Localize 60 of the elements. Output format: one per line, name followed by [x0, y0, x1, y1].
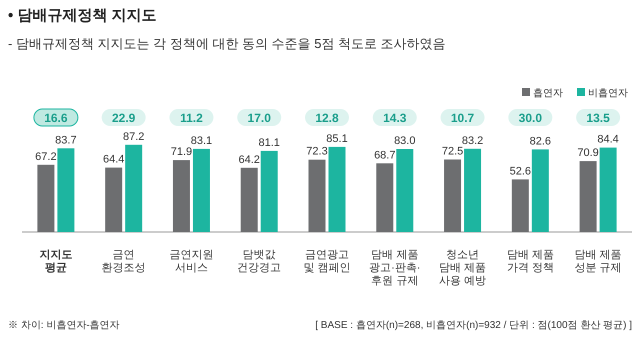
- data-label: 81.1: [258, 136, 280, 149]
- chart-subtitle: - 담배규제정책 지지도는 각 정책에 대한 동의 수준을 5점 척도로 조사하였음: [8, 36, 446, 51]
- bar: [464, 148, 482, 232]
- bar: [376, 163, 394, 232]
- x-tick-label: 담배 제품 성분 규제: [574, 249, 622, 274]
- data-label: 64.2: [238, 154, 260, 166]
- text: 14.3: [383, 111, 407, 125]
- bar: [532, 149, 549, 232]
- text: 10.7: [450, 111, 475, 125]
- data-label: 71.9: [170, 146, 192, 158]
- data-label: 67.2: [35, 150, 57, 163]
- legend-label: 비흡연자: [588, 88, 628, 99]
- text: 11.2: [180, 111, 204, 125]
- data-label: 83.2: [462, 134, 484, 147]
- bar: [172, 160, 190, 232]
- bar: [260, 150, 278, 232]
- bar: [600, 148, 617, 232]
- x-tick-label: 지지도 평균: [38, 249, 72, 274]
- x-tick-label: 금연지원 서비스: [169, 249, 214, 274]
- data-label: 72.3: [306, 146, 328, 158]
- data-label: 70.9: [577, 147, 599, 160]
- bar: [57, 148, 74, 232]
- bar: [105, 168, 122, 232]
- bar: [328, 146, 346, 232]
- text: 17.0: [248, 111, 272, 125]
- text: 22.9: [112, 111, 136, 125]
- x-tick-label: 담배 제품 가격 정책: [506, 249, 554, 274]
- x-tick-label: 담뱃값 건강경고: [237, 249, 282, 274]
- bar: [125, 144, 142, 232]
- data-label: 85.1: [326, 132, 348, 145]
- data-label: 72.5: [442, 146, 464, 158]
- text: [ BASE : 흡연자(n)=268, 비흡연자(n)=932 / 단위 : 점(100점 환산 평균) ]: [315, 320, 632, 331]
- text: ※ 차이: 비흡연자-흡연자: [8, 320, 120, 331]
- data-label: 52.6: [510, 165, 532, 178]
- bar: [396, 149, 414, 232]
- bar: [192, 148, 210, 232]
- bar: [580, 161, 597, 232]
- text: 13.5: [586, 111, 610, 125]
- text: 30.0: [518, 111, 542, 125]
- x-tick-label: 청소년 담배 제품 사용 예방: [439, 249, 486, 287]
- bar: [37, 164, 54, 232]
- legend-label: 흡연자: [533, 88, 563, 99]
- data-label: 64.4: [102, 154, 124, 166]
- x-tick-label: 담배 제품 광고·판촉· 후원 규제: [369, 249, 420, 287]
- data-label: 84.4: [597, 134, 619, 146]
- data-label: 83.1: [190, 134, 212, 147]
- bar: [240, 168, 258, 232]
- bar: [308, 160, 326, 232]
- data-label: 83.7: [55, 134, 77, 146]
- data-label: 82.6: [530, 135, 552, 148]
- data-label: 87.2: [122, 130, 144, 143]
- data-label: 68.7: [374, 149, 396, 162]
- bar: [512, 179, 529, 232]
- bar: [444, 160, 462, 232]
- x-tick-label: 금연광고 및 캠페인: [303, 249, 351, 274]
- text: 12.8: [315, 111, 339, 125]
- data-label: 83.0: [394, 135, 416, 147]
- chart-title: • 담배규제정책 지지도: [8, 7, 157, 24]
- x-tick-label: 금연 환경조성: [102, 249, 146, 274]
- text: 16.6: [44, 111, 68, 125]
